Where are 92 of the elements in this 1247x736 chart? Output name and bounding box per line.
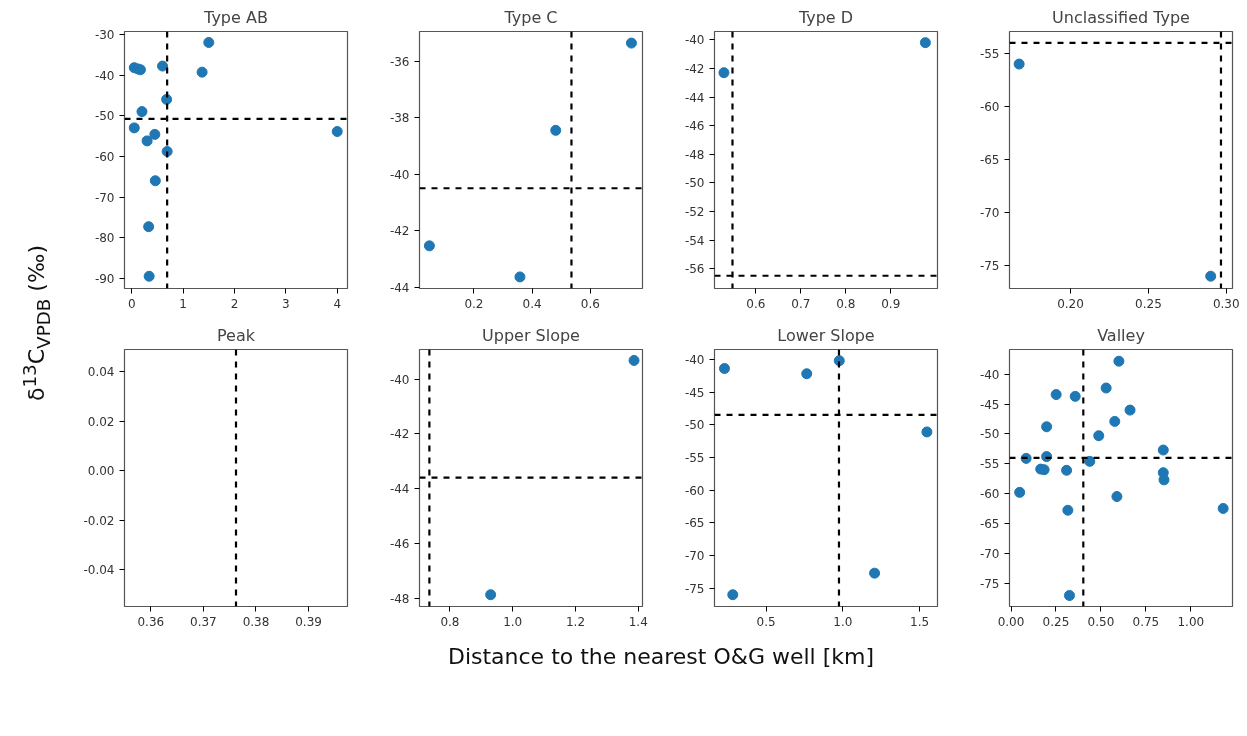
chart-title: Type AB	[203, 7, 268, 27]
y-tick-label: -70	[979, 546, 1000, 561]
y-tick-label: -36	[389, 54, 410, 69]
chart-title: Type D	[797, 7, 854, 27]
y-tick-label: 0.00	[87, 464, 115, 479]
y-tick-label: -50	[94, 109, 115, 124]
x-tick-label: 0.2	[464, 296, 484, 311]
y-tick-label: -55	[979, 46, 1000, 61]
x-tick-label: 0.9	[881, 296, 901, 311]
x-tick-label: 0.25	[1042, 614, 1070, 629]
y-tick-label: -40	[979, 367, 1000, 382]
x-tick-label: 0.6	[746, 296, 766, 311]
y-tick-label: -0.02	[83, 513, 115, 528]
y-tick-label: -50	[684, 176, 705, 191]
y-tick-label: -48	[684, 147, 705, 162]
x-axis-title: Distance to the nearest O&G well [km]	[446, 643, 876, 671]
x-tick-label: 2	[230, 296, 239, 311]
chart-title: Unclassified Type	[1052, 7, 1190, 27]
x-tick-label: 0.37	[190, 614, 217, 629]
x-tick-label: 0.38	[242, 614, 270, 629]
y-tick-label: -40	[389, 372, 410, 387]
y-tick-label: 0.02	[87, 414, 115, 429]
x-tick-label: 1.2	[565, 614, 586, 629]
y-tick-label: -70	[979, 206, 1000, 221]
y-tick-label: -44	[684, 90, 705, 105]
y-tick-label: -30	[94, 27, 115, 42]
y-tick-label: 0.04	[87, 365, 115, 380]
x-tick-label: 0.75	[1132, 614, 1160, 629]
chart-title: Peak	[217, 325, 256, 345]
y-tick-label: -70	[94, 190, 115, 205]
y-tick-label: -55	[979, 457, 1000, 472]
x-tick-label: 0.4	[522, 296, 542, 311]
y-tick-label: -50	[979, 427, 1000, 442]
y-tick-label: -52	[684, 204, 705, 219]
y-tick-label: -40	[94, 68, 115, 83]
y-tick-label: -60	[979, 487, 1000, 502]
y-tick-label: -42	[389, 427, 410, 442]
chart-title: Upper Slope	[482, 325, 580, 345]
x-tick-label: 0.20	[1057, 296, 1084, 311]
chart-title: Lower Slope	[777, 325, 875, 345]
x-tick-label: 0.8	[836, 296, 856, 311]
y-tick-label: -60	[94, 149, 115, 164]
y-tick-label: -65	[684, 516, 705, 531]
x-tick-label: 0.7	[791, 296, 811, 311]
y-tick-label: -42	[389, 224, 410, 239]
x-tick-label: 1.00	[1177, 614, 1205, 629]
x-tick-label: 0.6	[580, 296, 600, 311]
y-tick-label: -60	[684, 483, 705, 498]
x-tick-label: 0.36	[137, 614, 165, 629]
y-tick-label: -44	[389, 482, 410, 497]
y-tick-label: -75	[684, 581, 705, 596]
y-tick-label: -54	[684, 233, 705, 248]
y-tick-label: -75	[979, 576, 1000, 591]
y-tick-label: -48	[389, 591, 410, 606]
y-tick-label: -80	[94, 231, 115, 246]
x-tick-label: 0.00	[997, 614, 1025, 629]
y-tick-label: -42	[684, 61, 705, 76]
x-tick-label: 0.25	[1135, 296, 1162, 311]
x-tick-label: 0.8	[440, 614, 460, 629]
x-tick-label: 1.0	[503, 614, 523, 629]
y-tick-label: -65	[979, 516, 1000, 531]
y-tick-label: -45	[979, 397, 1000, 412]
y-tick-label: -46	[684, 119, 705, 134]
y-tick-label: -50	[684, 418, 705, 433]
chart-title: Type C	[503, 7, 558, 27]
y-tick-label: -44	[389, 280, 410, 295]
x-tick-label: 1.5	[910, 614, 930, 629]
y-tick-label: -70	[684, 549, 705, 564]
x-tick-label: 0.30	[1212, 296, 1240, 311]
y-tick-label: -55	[684, 450, 705, 465]
x-tick-label: 4	[333, 296, 342, 311]
x-tick-label: 0.50	[1087, 614, 1115, 629]
y-tick-label: -38	[389, 111, 410, 126]
y-tick-label: -46	[389, 536, 410, 551]
y-tick-label: -65	[979, 153, 1000, 168]
y-tick-label: -56	[684, 262, 705, 277]
y-tick-label: -0.04	[83, 563, 115, 578]
x-tick-label: 0.39	[295, 614, 322, 629]
x-tick-label: 1	[179, 296, 187, 311]
y-tick-label: -45	[684, 385, 705, 400]
y-tick-label: -40	[684, 33, 705, 48]
chart-title: Valley	[1097, 325, 1145, 345]
x-tick-label: 1.0	[833, 614, 853, 629]
y-tick-label: -75	[979, 259, 1000, 274]
x-tick-label: 1.4	[628, 614, 648, 629]
x-tick-label: 0	[127, 296, 136, 311]
y-tick-label: -40	[389, 167, 410, 182]
x-tick-label: 0.5	[756, 614, 776, 629]
y-tick-label: -90	[94, 271, 115, 286]
x-tick-label: 3	[282, 296, 290, 311]
y-tick-label: -40	[684, 352, 705, 367]
y-tick-label: -60	[979, 99, 1000, 114]
